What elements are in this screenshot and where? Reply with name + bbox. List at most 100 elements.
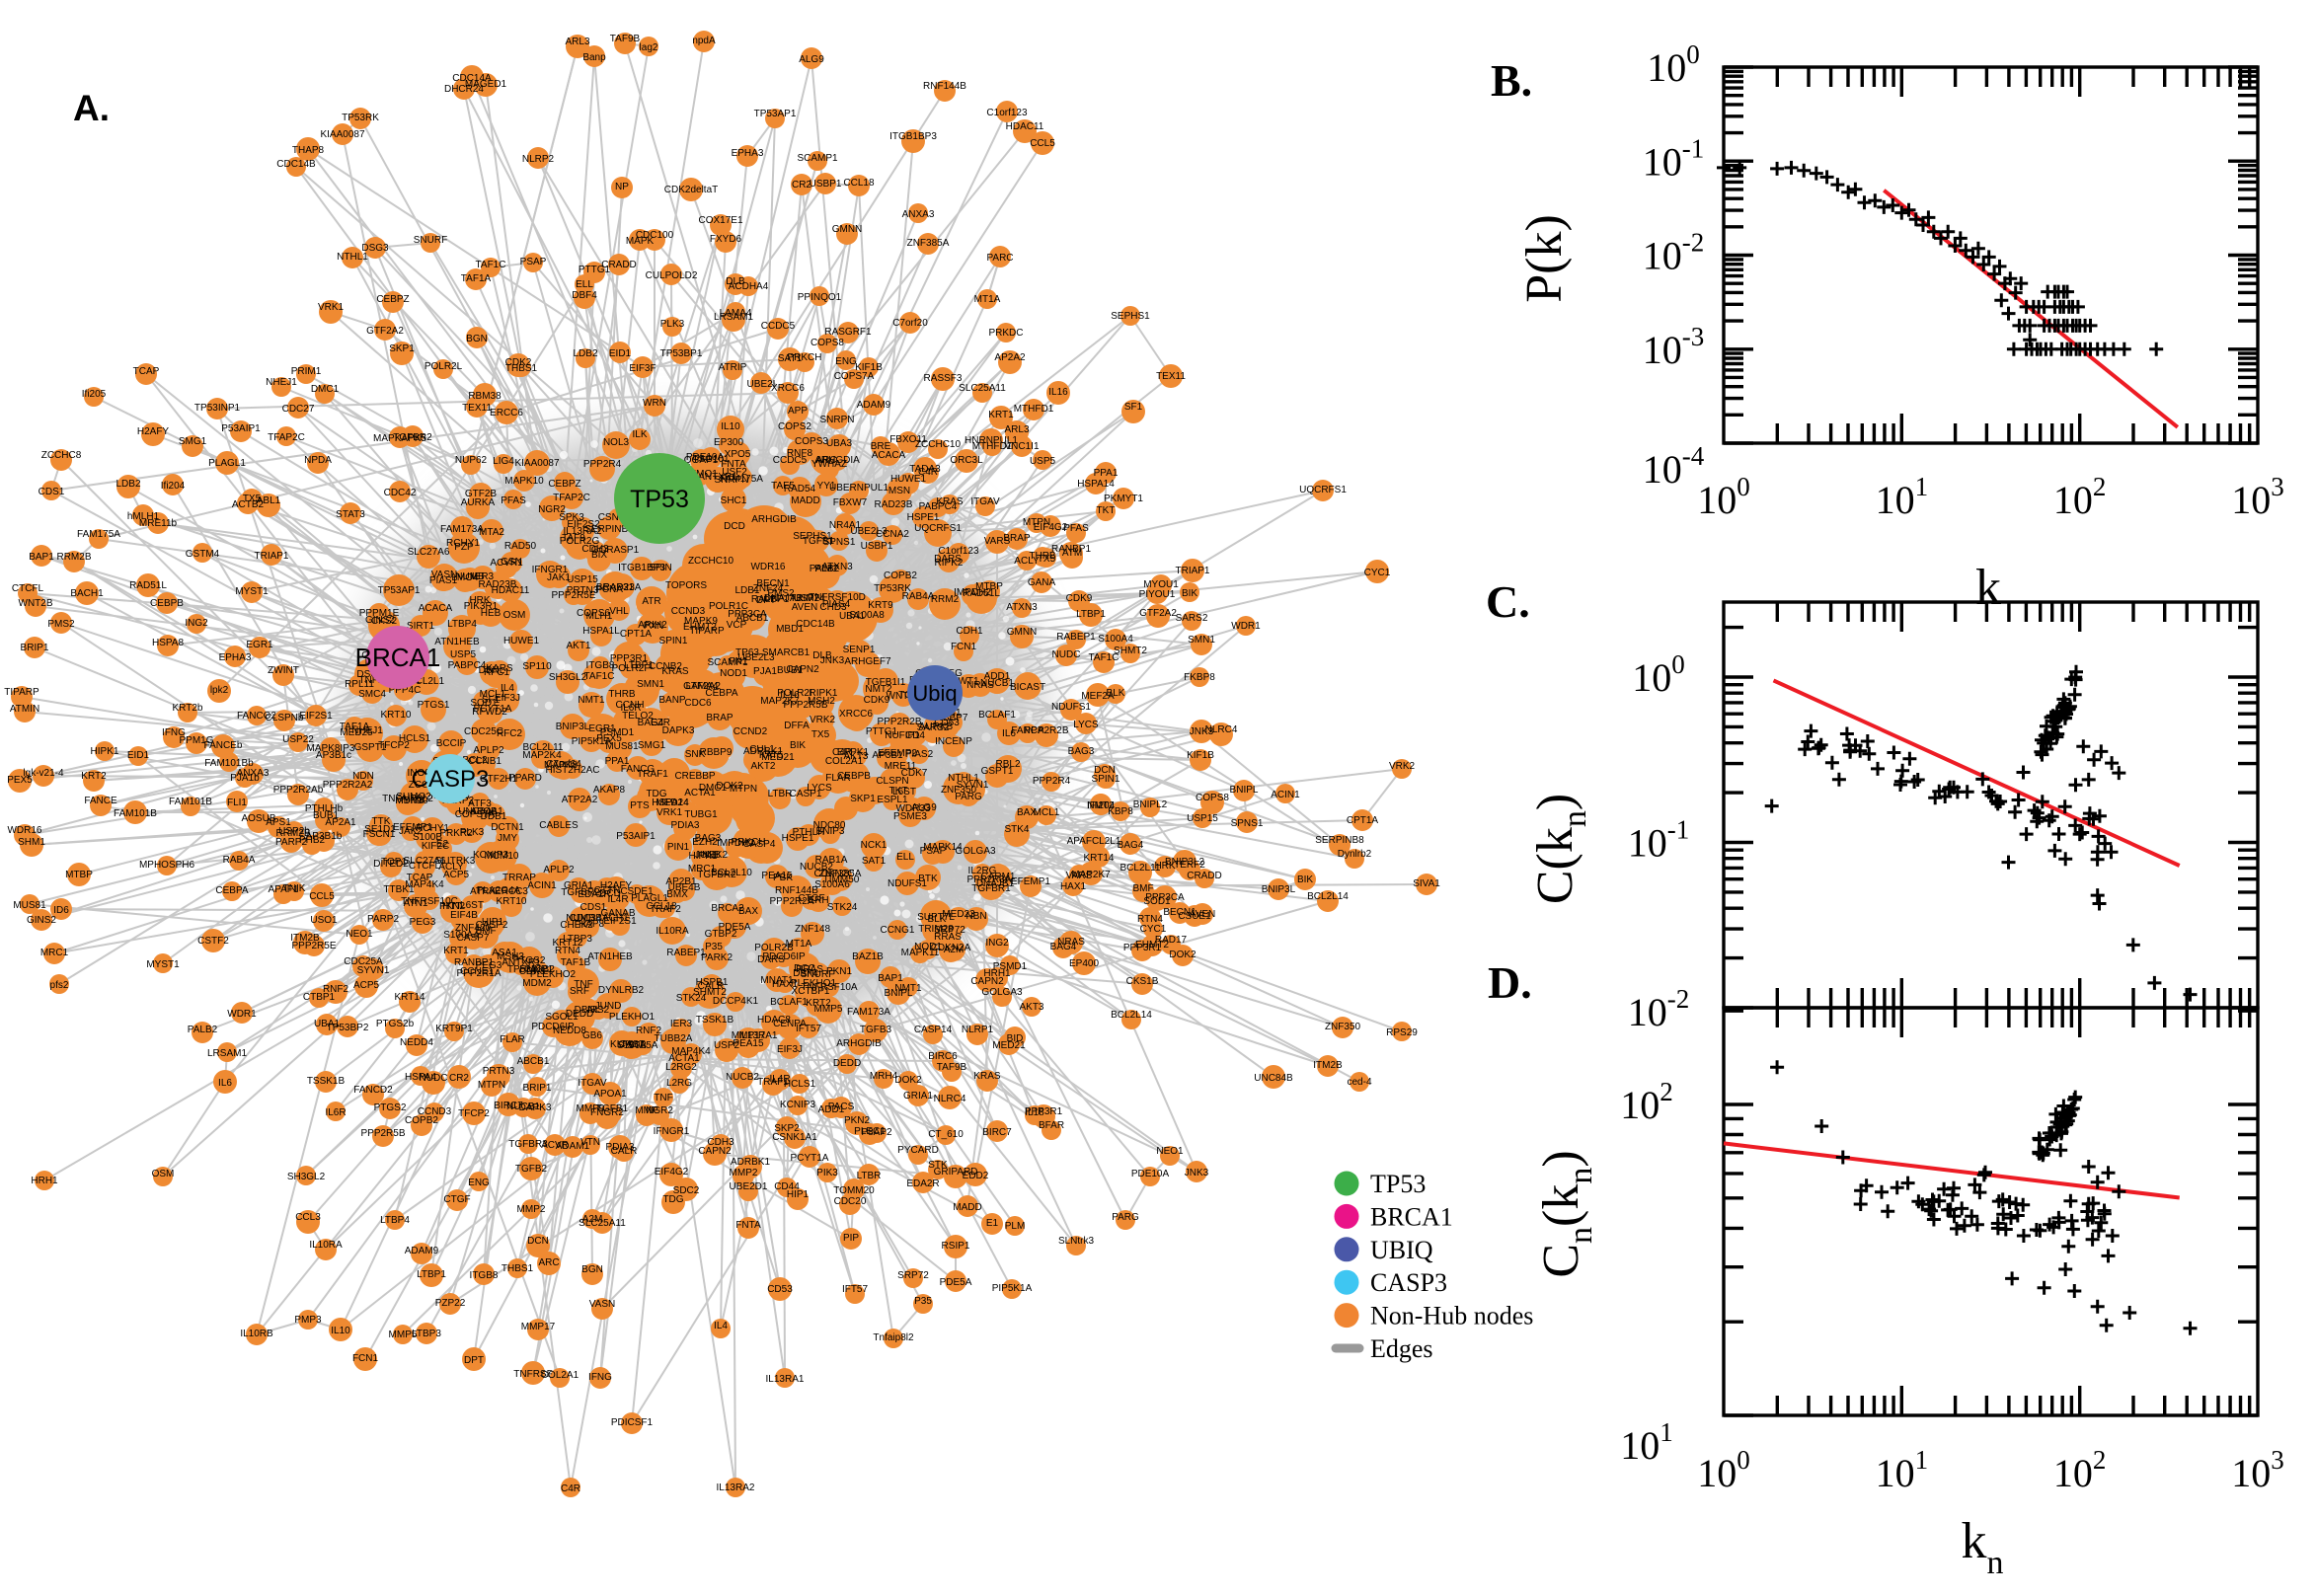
svg-text:RRM2B: RRM2B bbox=[56, 552, 91, 563]
svg-text:TKT: TKT bbox=[1097, 505, 1116, 516]
svg-text:MYOU1: MYOU1 bbox=[1143, 579, 1179, 590]
svg-text:DBF4: DBF4 bbox=[572, 290, 597, 301]
svg-text:TGFB3: TGFB3 bbox=[860, 1025, 892, 1035]
svg-text:SRP72: SRP72 bbox=[897, 1270, 929, 1281]
svg-text:BNIPL2: BNIPL2 bbox=[1133, 799, 1168, 810]
svg-text:MMP2: MMP2 bbox=[730, 1168, 758, 1178]
svg-text:SENP1: SENP1 bbox=[843, 645, 876, 655]
svg-text:DEDD: DEDD bbox=[833, 1058, 861, 1069]
svg-text:ATRX: ATRX bbox=[470, 886, 496, 897]
svg-text:CCL3: CCL3 bbox=[295, 1212, 321, 1223]
svg-text:NEO1: NEO1 bbox=[1156, 1146, 1184, 1157]
svg-text:SF1: SF1 bbox=[1124, 402, 1143, 413]
svg-text:CEBPB: CEBPB bbox=[150, 598, 184, 609]
svg-text:ADRBK1: ADRBK1 bbox=[731, 1157, 770, 1168]
svg-text:EIF3J: EIF3J bbox=[777, 1044, 803, 1055]
svg-text:OSM: OSM bbox=[503, 610, 526, 621]
svg-text:BNIP3L: BNIP3L bbox=[1262, 884, 1296, 895]
svg-text:NP: NP bbox=[615, 182, 629, 192]
svg-text:ITGB8: ITGB8 bbox=[470, 1270, 499, 1281]
svg-text:KRT14: KRT14 bbox=[395, 992, 425, 1003]
svg-text:TEX11: TEX11 bbox=[1156, 371, 1186, 382]
svg-text:CCDC5: CCDC5 bbox=[761, 321, 796, 332]
svg-text:JMY: JMY bbox=[498, 833, 517, 844]
svg-text:KRT2: KRT2 bbox=[81, 771, 107, 782]
svg-text:EID1: EID1 bbox=[127, 750, 150, 761]
svg-text:SKP1: SKP1 bbox=[389, 343, 415, 354]
svg-text:SNRPN: SNRPN bbox=[819, 415, 854, 425]
svg-text:IL6: IL6 bbox=[218, 1078, 232, 1089]
svg-text:GMNN: GMNN bbox=[1007, 627, 1038, 638]
svg-text:CAPN2: CAPN2 bbox=[698, 1146, 732, 1157]
svg-text:KRAS: KRAS bbox=[936, 496, 964, 507]
svg-text:INCENP: INCENP bbox=[935, 736, 972, 747]
svg-text:BRAP: BRAP bbox=[1003, 533, 1031, 544]
svg-text:CEBPZ: CEBPZ bbox=[548, 479, 580, 490]
svg-text:TAF1B: TAF1B bbox=[561, 957, 591, 968]
svg-text:NUDC: NUDC bbox=[1052, 649, 1081, 660]
svg-text:TX5: TX5 bbox=[243, 494, 262, 504]
svg-text:MCL1: MCL1 bbox=[1034, 807, 1060, 818]
svg-text:ced-4: ced-4 bbox=[1347, 1077, 1371, 1088]
svg-text:BRE: BRE bbox=[871, 441, 891, 452]
svg-text:ABCB1: ABCB1 bbox=[517, 1056, 550, 1067]
svg-text:RAD23B: RAD23B bbox=[875, 499, 913, 510]
svg-text:PJA1: PJA1 bbox=[753, 666, 777, 677]
svg-text:ATXN3: ATXN3 bbox=[1006, 602, 1038, 613]
svg-text:TIPARP: TIPARP bbox=[4, 687, 39, 698]
svg-text:IFNG: IFNG bbox=[162, 727, 186, 738]
svg-text:ITGAV: ITGAV bbox=[578, 1078, 607, 1089]
svg-text:ARL3: ARL3 bbox=[565, 37, 589, 47]
svg-text:COPS8: COPS8 bbox=[811, 338, 844, 348]
svg-text:PPARD: PPARD bbox=[508, 773, 542, 784]
svg-text:CYC1: CYC1 bbox=[1364, 568, 1391, 578]
svg-text:BCL2L14: BCL2L14 bbox=[1111, 1010, 1152, 1021]
svg-text:ARHGDIB: ARHGDIB bbox=[836, 1038, 882, 1049]
svg-text:WDR16: WDR16 bbox=[750, 562, 785, 572]
svg-text:MADD: MADD bbox=[953, 1202, 981, 1213]
svg-text:TEX11: TEX11 bbox=[462, 403, 492, 414]
svg-text:SMG1: SMG1 bbox=[179, 436, 207, 447]
svg-text:THAP8: THAP8 bbox=[292, 145, 325, 156]
svg-text:H2AFY: H2AFY bbox=[137, 426, 170, 437]
svg-text:KLF6: KLF6 bbox=[610, 1039, 634, 1050]
svg-text:PTGS2: PTGS2 bbox=[374, 1102, 407, 1113]
svg-text:ZCCHC10: ZCCHC10 bbox=[915, 439, 962, 450]
svg-text:ACDHA4: ACDHA4 bbox=[729, 281, 769, 292]
svg-text:ANXA3: ANXA3 bbox=[237, 768, 270, 779]
svg-text:RABEP1: RABEP1 bbox=[666, 948, 706, 958]
svg-text:PTS: PTS bbox=[630, 800, 650, 811]
svg-text:DCD: DCD bbox=[724, 521, 745, 532]
svg-text:CDC27: CDC27 bbox=[282, 404, 315, 415]
svg-text:PMS2: PMS2 bbox=[47, 619, 75, 630]
svg-text:PDICSF1: PDICSF1 bbox=[611, 1417, 654, 1428]
svg-text:DCN: DCN bbox=[1094, 765, 1116, 776]
svg-text:VASN: VASN bbox=[589, 1299, 616, 1310]
svg-text:PIP5K1A: PIP5K1A bbox=[992, 1283, 1033, 1294]
svg-text:WDR16: WDR16 bbox=[7, 825, 41, 836]
svg-text:SLC25A11: SLC25A11 bbox=[959, 383, 1006, 394]
svg-text:EIF4G2: EIF4G2 bbox=[655, 1167, 689, 1178]
svg-text:PKMYT1: PKMYT1 bbox=[1104, 494, 1143, 504]
svg-text:HAX1: HAX1 bbox=[1060, 881, 1087, 892]
svg-text:NGR2: NGR2 bbox=[646, 1105, 673, 1116]
svg-text:PHB2: PHB2 bbox=[299, 835, 326, 846]
svg-text:KRAS: KRAS bbox=[973, 1071, 1001, 1082]
svg-text:TSSK1B: TSSK1B bbox=[307, 1076, 346, 1087]
svg-text:CRADD: CRADD bbox=[601, 260, 637, 270]
svg-text:POLR2L: POLR2L bbox=[425, 361, 463, 372]
svg-text:PTTG1: PTTG1 bbox=[866, 726, 898, 737]
svg-text:TNIK: TNIK bbox=[283, 883, 306, 894]
svg-text:ILK: ILK bbox=[632, 429, 647, 440]
svg-text:MMP2: MMP2 bbox=[517, 1204, 546, 1215]
svg-text:TAF1C: TAF1C bbox=[476, 260, 506, 270]
svg-text:SLNtrk3: SLNtrk3 bbox=[1058, 1236, 1095, 1247]
svg-text:CEBPA: CEBPA bbox=[215, 885, 248, 896]
svg-text:C4R: C4R bbox=[561, 1483, 580, 1494]
svg-text:UQCRFS1: UQCRFS1 bbox=[1299, 485, 1347, 495]
svg-text:COPS7A: COPS7A bbox=[834, 371, 875, 382]
svg-text:NUCB2: NUCB2 bbox=[726, 1072, 759, 1083]
svg-text:PIYOU1: PIYOU1 bbox=[1139, 589, 1176, 600]
svg-text:BRIP1: BRIP1 bbox=[523, 1083, 552, 1094]
svg-text:FAM173A: FAM173A bbox=[440, 524, 484, 535]
